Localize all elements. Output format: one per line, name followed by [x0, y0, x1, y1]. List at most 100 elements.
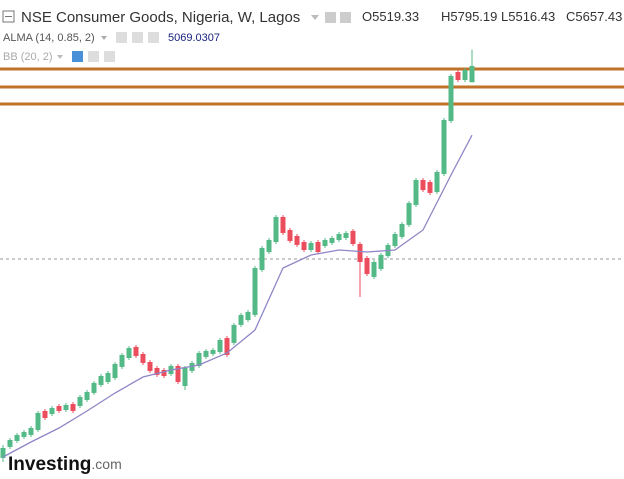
ohlc-open: O5519.33 [362, 9, 419, 24]
candle-body [35, 412, 41, 430]
candle-body [441, 120, 447, 174]
settings-icon[interactable] [88, 51, 99, 62]
eye-icon[interactable] [116, 32, 127, 43]
close-label: C [566, 9, 575, 24]
candle-body [210, 350, 216, 354]
candle-body [259, 248, 265, 270]
eye-icon[interactable] [72, 51, 83, 62]
candle-body [140, 354, 146, 363]
candle-body [147, 362, 153, 371]
close-icon[interactable] [104, 51, 115, 62]
high-value: 5795.19 [450, 9, 497, 24]
open-value: 5519.33 [372, 9, 419, 24]
plot-area [0, 49, 624, 462]
candle-body [329, 238, 335, 243]
candle-body [84, 392, 90, 400]
candle-body [301, 242, 307, 250]
candle-body [308, 242, 314, 250]
candle-body [196, 352, 202, 366]
legend-header: NSE Consumer Goods, Nigeria, W, Lagos O5… [2, 9, 622, 63]
candle-body [112, 364, 118, 378]
candle-body [392, 234, 398, 246]
candle-body [315, 242, 321, 252]
candle-body [119, 354, 125, 367]
candle-body [406, 202, 412, 225]
logo-main: Investing [8, 454, 91, 475]
ohlc-close: C5657.43 [566, 9, 622, 24]
settings-icon[interactable] [340, 12, 351, 23]
eye-icon[interactable] [325, 12, 336, 23]
candle-body [175, 366, 181, 382]
close-icon[interactable] [148, 32, 159, 43]
chart-title: NSE Consumer Goods, Nigeria, W, Lagos [21, 9, 300, 26]
candle-body [231, 324, 237, 343]
candle-body [280, 216, 286, 233]
candle-body [133, 346, 139, 356]
ohlc-low: L5516.43 [501, 9, 555, 24]
candle-body [420, 180, 426, 190]
candle-body [343, 232, 349, 238]
candle-body [371, 262, 377, 277]
candle-body [287, 230, 293, 241]
candle-body [21, 432, 27, 437]
candle-body [350, 230, 356, 244]
candle-body [63, 404, 69, 410]
candle-body [98, 376, 104, 385]
candle-body [378, 254, 384, 269]
candle-body [357, 244, 363, 262]
candle-body [245, 312, 251, 320]
alma-line [2, 134, 473, 458]
candle-body [322, 240, 328, 246]
ohlc-high: H5795.19 [441, 9, 497, 24]
candle-body [56, 406, 62, 411]
candle-body [91, 382, 97, 393]
candle-body [224, 338, 230, 355]
candle-body [266, 240, 272, 252]
candle-body [462, 70, 468, 80]
bb-label: BB (20, 2) [3, 51, 53, 63]
alma-label: ALMA (14, 0.85, 2) [3, 32, 95, 44]
candle-body [49, 408, 55, 414]
candle-body [427, 182, 433, 193]
candle-body [217, 340, 223, 352]
logo: Investing.com [8, 454, 122, 475]
candle-body [14, 434, 20, 441]
candle-body [294, 236, 300, 245]
close-value: 5657.43 [575, 9, 622, 24]
high-label: H [441, 9, 450, 24]
candle-body [0, 448, 6, 458]
candle-body [7, 440, 13, 447]
candle-body [161, 370, 167, 376]
candle-body [273, 216, 279, 242]
alma-value: 5069.0307 [168, 32, 220, 44]
candle-body [336, 234, 342, 240]
candle-body [28, 428, 34, 435]
candle-body [252, 268, 258, 315]
candle-body [434, 172, 440, 192]
dropdown-icon[interactable] [311, 15, 319, 20]
candle-body [413, 180, 419, 205]
candle-body [189, 362, 195, 371]
candle-body [42, 410, 48, 418]
candle-body [126, 348, 132, 358]
candle-body [70, 404, 76, 411]
candle-body [203, 350, 209, 357]
dropdown-icon[interactable] [57, 55, 63, 59]
candle-body [469, 65, 475, 83]
settings-icon[interactable] [132, 32, 143, 43]
collapse-icon[interactable] [2, 10, 15, 23]
candle-body [399, 224, 405, 237]
candle-body [77, 396, 83, 406]
dropdown-icon[interactable] [101, 36, 107, 40]
low-value: 5516.43 [508, 9, 555, 24]
candle-body [364, 258, 370, 274]
low-label: L [501, 9, 508, 24]
open-label: O [362, 9, 372, 24]
candle-body [238, 314, 244, 325]
logo-suffix: .com [91, 456, 121, 472]
candle-body [105, 372, 111, 382]
candle-body [455, 72, 461, 80]
candle-body [154, 368, 160, 375]
